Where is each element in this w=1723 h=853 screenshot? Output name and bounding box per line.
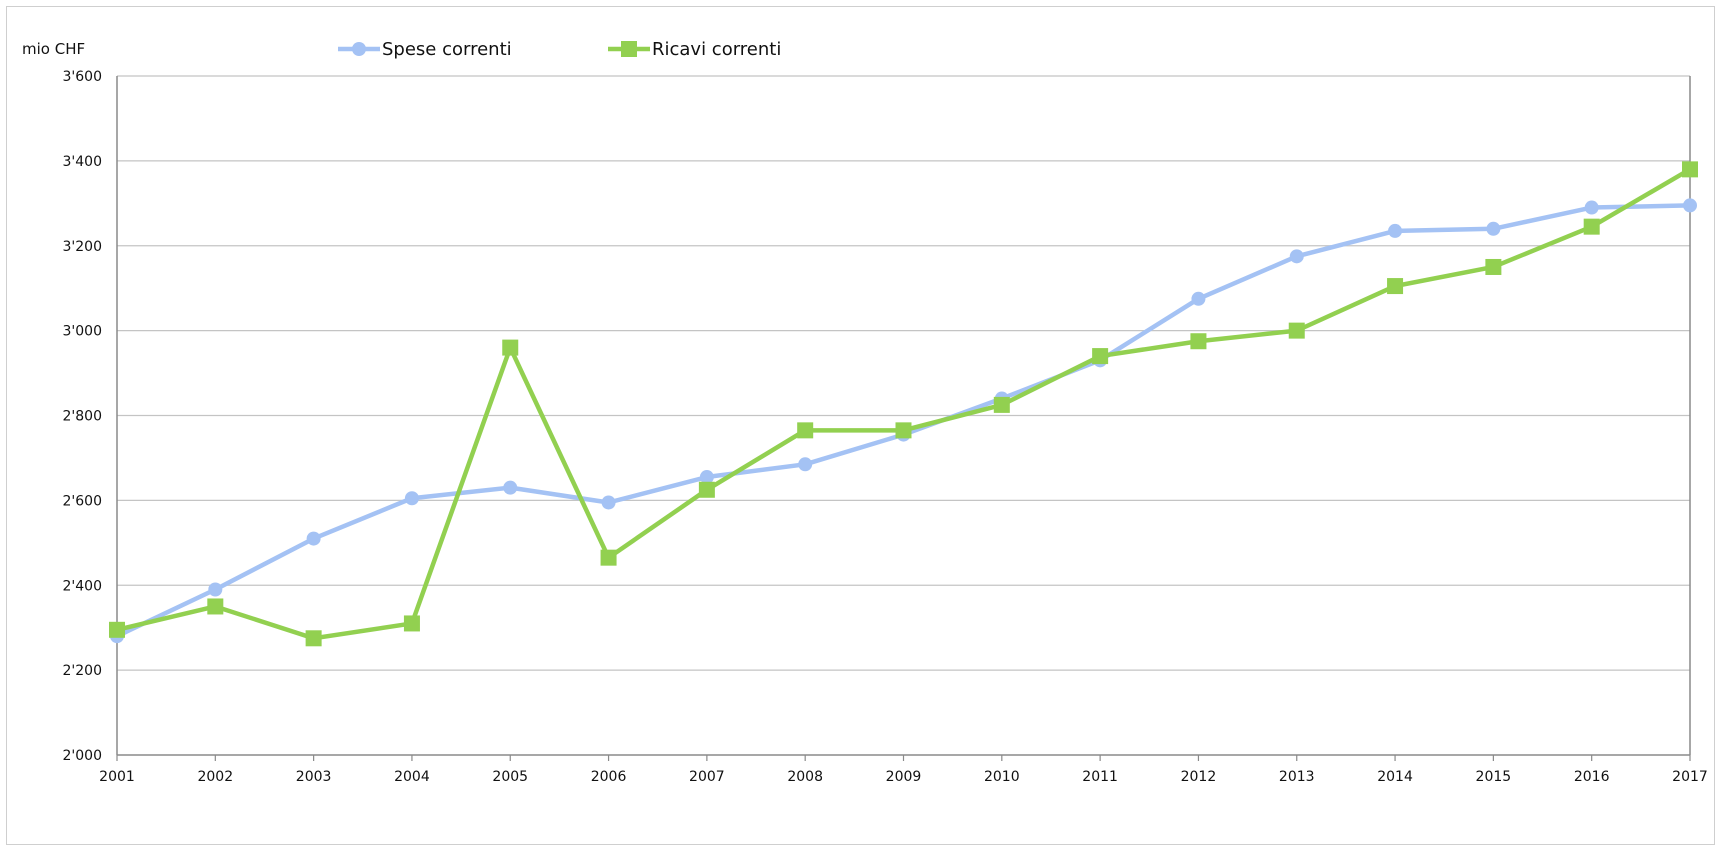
y-tick-label: 2'600 — [63, 493, 102, 509]
y-axis-unit-label: mio CHF — [22, 40, 85, 58]
y-tick-label: 2'800 — [63, 409, 102, 425]
series-point — [1485, 258, 1502, 275]
x-tick-label: 2003 — [296, 769, 332, 785]
series-point — [1486, 221, 1501, 236]
y-tick-label: 2'000 — [63, 748, 102, 764]
series-point — [404, 491, 419, 506]
series-point — [895, 422, 912, 439]
x-tick-label: 2007 — [689, 769, 725, 785]
series-point — [1584, 200, 1599, 215]
chart-frame — [6, 6, 1715, 845]
x-tick-label: 2017 — [1672, 769, 1708, 785]
x-tick-label: 2011 — [1082, 769, 1118, 785]
x-tick-label: 2016 — [1574, 769, 1610, 785]
x-tick-labels: 2001 2002 2003 2004 2005 2006 2007 2008 2009 2010… — [99, 769, 1708, 785]
series-point — [1583, 218, 1600, 235]
legend-label: Ricavi correnti — [652, 39, 781, 60]
series-layer — [109, 161, 1698, 647]
y-tick-label: 3'400 — [63, 154, 102, 170]
series-point — [1191, 291, 1206, 306]
legend: Spese correnti Ricavi correnti — [338, 39, 781, 60]
series-point — [797, 422, 814, 439]
series-point — [1190, 333, 1207, 350]
x-tick-label: 2008 — [787, 769, 823, 785]
legend-marker — [621, 41, 637, 57]
series-point — [306, 531, 321, 546]
series-point — [502, 339, 519, 356]
legend-item: Spese correnti — [338, 39, 512, 60]
x-tick-label: 2010 — [984, 769, 1020, 785]
x-tick-label: 2001 — [99, 769, 135, 785]
x-tick-label: 2005 — [492, 769, 528, 785]
y-tick-label: 3'200 — [63, 239, 102, 255]
series-point — [207, 598, 224, 615]
series-point — [503, 480, 518, 495]
legend-marker — [352, 42, 366, 56]
series-point — [1683, 198, 1697, 213]
gridlines — [117, 75, 1690, 671]
legend-item: Ricavi correnti — [608, 39, 781, 60]
series-point — [698, 481, 715, 498]
series-point — [403, 615, 420, 632]
x-tick-label: 2013 — [1279, 769, 1315, 785]
series-point — [798, 457, 813, 472]
x-tick-label: 2006 — [591, 769, 627, 785]
series-point — [600, 549, 617, 566]
series-point — [699, 470, 714, 485]
series-line — [114, 203, 1693, 639]
series-point — [1092, 348, 1109, 365]
y-tick-label: 2'200 — [63, 663, 102, 679]
series-point — [1289, 249, 1304, 264]
axes — [116, 76, 1691, 761]
y-tick-label: 3'000 — [63, 324, 102, 340]
series-point — [601, 495, 616, 510]
x-tick-label: 2014 — [1377, 769, 1413, 785]
x-tick-label: 2015 — [1476, 769, 1512, 785]
x-tick-label: 2009 — [886, 769, 922, 785]
x-tick-label: 2012 — [1181, 769, 1217, 785]
series-point — [993, 396, 1010, 413]
series-point — [1682, 161, 1698, 178]
series-line — [114, 167, 1693, 641]
x-tick-label: 2002 — [197, 769, 233, 785]
series-point — [305, 630, 322, 647]
legend-label: Spese correnti — [382, 39, 512, 60]
y-tick-label: 3'600 — [63, 69, 102, 85]
y-tick-labels: 2'000 2'200 2'400 2'600 2'800 3'000 3'200 3'400… — [63, 69, 102, 764]
series-point — [109, 621, 125, 638]
series-point — [208, 582, 223, 597]
x-tick-label: 2004 — [394, 769, 430, 785]
series-point — [1288, 322, 1305, 339]
y-tick-label: 2'400 — [63, 578, 102, 594]
series-point — [1388, 223, 1403, 238]
series-point — [1387, 278, 1404, 295]
